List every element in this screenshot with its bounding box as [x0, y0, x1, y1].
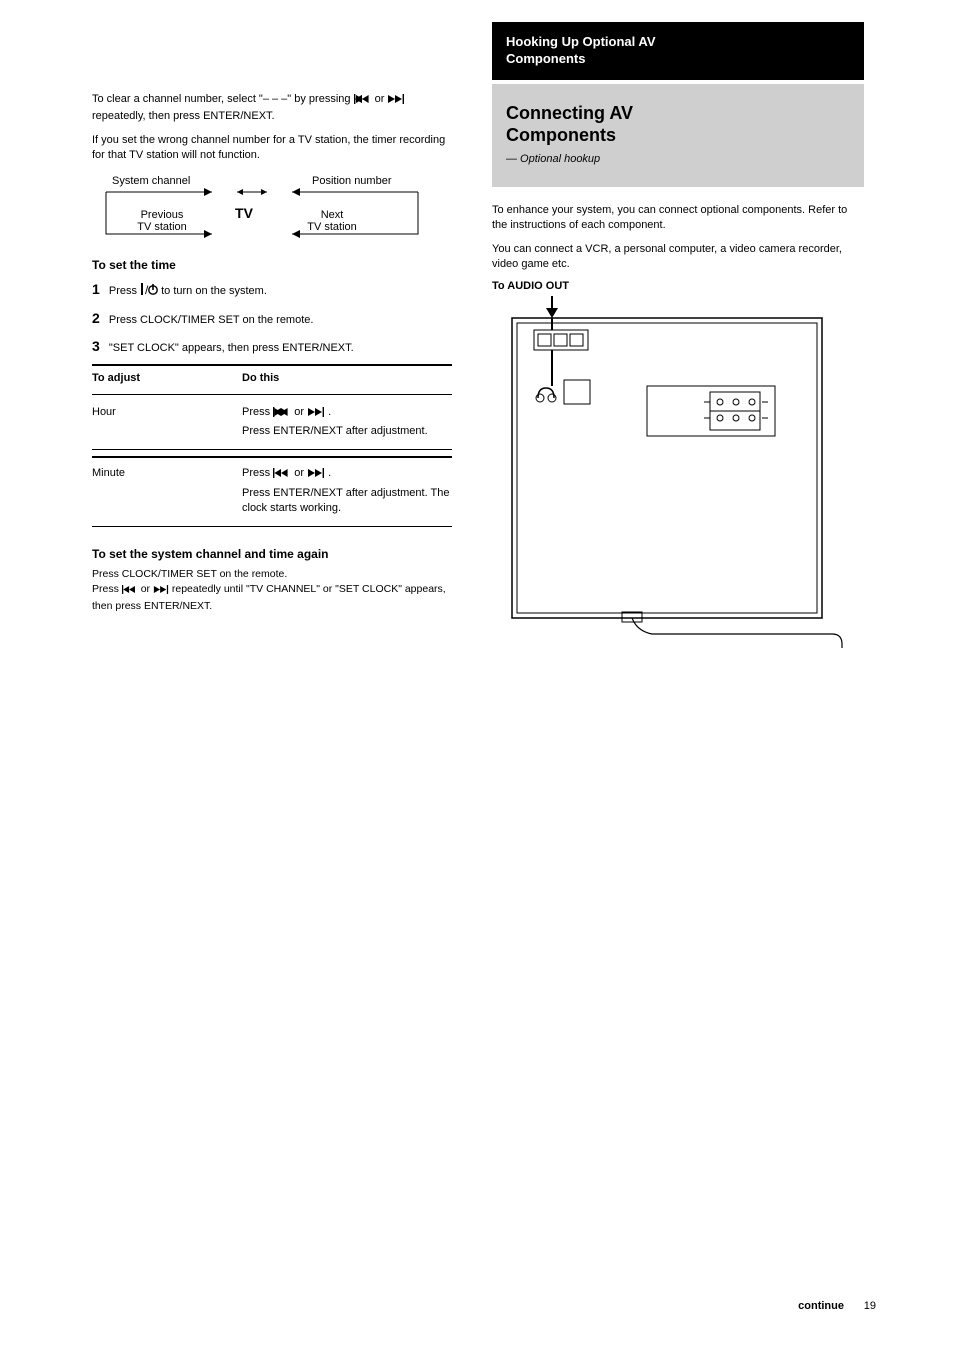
intro-paragraph-2: If you set the wrong channel number for …	[92, 133, 452, 164]
diag-label-next2: TV station	[307, 221, 357, 233]
row-hour-right-a: Press	[242, 406, 273, 418]
step-2: 2 Press CLOCK/TIMER SET on the remote.	[92, 309, 452, 329]
step-2-text: Press CLOCK/TIMER SET on the remote.	[109, 314, 314, 326]
gray-title: Connecting AV Components	[506, 102, 850, 147]
diag-label-back: Previous	[141, 209, 184, 221]
tbl-hdr-right: Do this	[242, 371, 452, 386]
step-3-text: "SET CLOCK" appears, then press ENTER/NE…	[109, 342, 354, 354]
gray-title-l2: Components	[506, 125, 616, 145]
step-1-num: 1	[92, 281, 100, 297]
left-column: To clear a channel number, select "– – –…	[92, 92, 452, 614]
step-1-text-b: to turn on the system.	[161, 285, 267, 297]
set-time-heading: To set the time	[92, 258, 452, 272]
skip-back-icon	[354, 94, 372, 109]
row-hour-left: Hour	[92, 405, 242, 440]
section-header-l1: Hooking Up Optional AV	[506, 34, 850, 51]
table-rule-mid	[92, 456, 452, 458]
diag-label-back2: TV station	[137, 221, 187, 233]
step-1: 1 Press / to turn on the system.	[92, 280, 452, 301]
skip-forward-icon	[307, 407, 325, 422]
skip-back-icon	[273, 407, 291, 422]
section-header: Hooking Up Optional AV Components	[492, 22, 864, 80]
row-min-right-c: .	[328, 467, 331, 479]
intro-p1-text-c: repeatedly, then press ENTER/NEXT.	[92, 110, 275, 122]
set-system-p2: Press or repeatedly until "TV CHANNEL" o…	[92, 582, 452, 613]
device-figure-caption: To AUDIO OUT	[492, 280, 864, 292]
table-row-hour: Hour Press or . Press ENTER/NEXT after a…	[92, 399, 452, 446]
continue-label: continue	[798, 1300, 844, 1312]
right-column: Hooking Up Optional AV Components Connec…	[492, 22, 864, 656]
section-header-l2: Components	[506, 51, 850, 68]
set-system-heading: To set the system channel and time again	[92, 547, 452, 561]
intro-p1-text-a: To clear a channel number, select "– – –…	[92, 93, 354, 105]
row-min-right-a: Press	[242, 467, 273, 479]
diag-label-next: Next	[321, 209, 344, 221]
row-min-right-b: or	[294, 467, 307, 479]
row-hour-right-b: or	[294, 406, 307, 418]
step-1-text-a: Press	[109, 285, 140, 297]
gray-title-l1: Connecting AV	[506, 103, 633, 123]
set-system-p2-a: Press	[92, 583, 122, 595]
channel-diagram: System channel Position number TV Previo…	[92, 172, 432, 242]
table-row-minute: Minute Press or . Press ENTER/NEXT after…	[92, 460, 452, 522]
step-3: 3 "SET CLOCK" appears, then press ENTER/…	[92, 337, 452, 357]
diag-label-sys: System channel	[112, 175, 190, 187]
step-3-num: 3	[92, 338, 100, 354]
table-rule-bottom	[92, 526, 452, 527]
table-header-row: To adjust Do this	[92, 368, 452, 389]
row-hour-right-sub: Press ENTER/NEXT after adjustment.	[242, 424, 452, 439]
section-title-box: Connecting AV Components — Optional hook…	[492, 84, 864, 187]
set-system-p1: Press CLOCK/TIMER SET on the remote.	[92, 567, 452, 582]
skip-forward-icon	[307, 468, 325, 483]
skip-back-icon	[122, 584, 138, 599]
skip-forward-icon	[387, 94, 405, 109]
right-p2: You can connect a VCR, a personal comput…	[492, 242, 864, 273]
diag-label-pos: Position number	[312, 175, 392, 187]
skip-back-icon	[273, 468, 291, 483]
table-rule-top	[92, 364, 452, 366]
diag-label-tv: TV	[235, 205, 254, 221]
table-rule-2	[92, 449, 452, 450]
row-min-left: Minute	[92, 466, 242, 516]
gray-subtitle: — Optional hookup	[506, 153, 850, 165]
right-p1: To enhance your system, you can connect …	[492, 203, 864, 234]
row-min-right-sub: Press ENTER/NEXT after adjustment. The c…	[242, 486, 452, 517]
tbl-hdr-left: To adjust	[92, 371, 242, 386]
table-rule-1	[92, 394, 452, 395]
power-icon: /	[140, 282, 158, 301]
skip-forward-icon	[153, 584, 169, 599]
step-2-num: 2	[92, 310, 100, 326]
device-figure	[492, 296, 847, 656]
intro-paragraph-1: To clear a channel number, select "– – –…	[92, 92, 452, 125]
page-number: 19	[864, 1300, 876, 1312]
set-system-p2-b: or	[141, 583, 153, 595]
page-root: To clear a channel number, select "– – –…	[0, 0, 954, 1352]
intro-p1-text-b: or	[375, 93, 388, 105]
row-hour-right-c: .	[328, 406, 331, 418]
